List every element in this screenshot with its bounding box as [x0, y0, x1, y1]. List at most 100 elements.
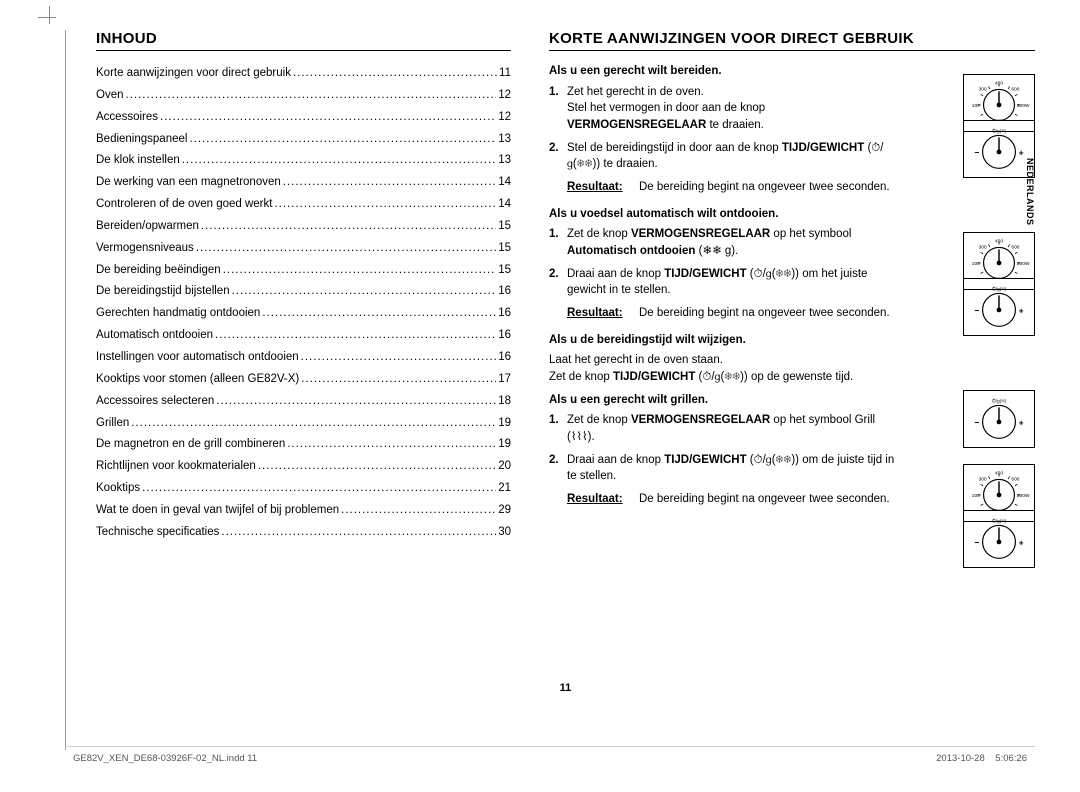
toc-page: 15	[498, 216, 511, 238]
instruction-step: 2.Draai aan de knop TIJD/GEWICHT (⏱/𝗀(❄❄…	[549, 452, 904, 485]
toc-page: 15	[498, 238, 511, 260]
toc-label: Accessoires	[96, 107, 158, 129]
svg-text:+: +	[1019, 538, 1024, 548]
toc-label: Technische specificaties	[96, 522, 219, 544]
toc-label: Grillen	[96, 413, 129, 435]
toc-leader-dots: ........................................…	[262, 303, 496, 325]
svg-text:800W: 800W	[1017, 493, 1030, 499]
svg-text:⏱/g(❄): ⏱/g(❄)	[992, 519, 1007, 525]
toc-leader-dots: ........................................…	[131, 413, 496, 435]
time-dial-icon: − + ⏱/g(❄)	[963, 120, 1035, 178]
toc-leader-dots: ........................................…	[215, 325, 496, 347]
instruction-step: 2.Draai aan de knop TIJD/GEWICHT (⏱/𝗀(❄❄…	[549, 266, 904, 299]
step-text: Draai aan de knop TIJD/GEWICHT (⏱/𝗀(❄❄))…	[567, 452, 904, 485]
toc-leader-dots: ........................................…	[283, 172, 496, 194]
toc-row: Bedieningspaneel........................…	[96, 129, 511, 151]
toc-row: Accessoires.............................…	[96, 107, 511, 129]
quickguide-title: KORTE AANWIJZINGEN VOOR DIRECT GEBRUIK	[549, 30, 1035, 51]
toc-row: Bereiden/opwarmen.......................…	[96, 216, 511, 238]
footer-timestamp: 2013-10-28 5:06:26	[936, 753, 1027, 764]
toc-leader-dots: ........................................…	[223, 260, 497, 282]
toc-page: 29	[498, 500, 511, 522]
svg-text:600: 600	[1011, 244, 1019, 250]
toc-page: 12	[498, 107, 511, 129]
toc-row: Technische specificaties................…	[96, 522, 511, 544]
toc-page: 15	[498, 260, 511, 282]
step-number: 1.	[549, 84, 567, 134]
step-text: Zet de knop VERMOGENSREGELAAR op het sym…	[567, 412, 904, 445]
svg-text:450: 450	[995, 239, 1003, 245]
toc-label: Controleren of de oven goed werkt	[96, 194, 272, 216]
toc-leader-dots: ........................................…	[142, 478, 496, 500]
toc-label: Kooktips voor stomen (alleen GE82V-X)	[96, 369, 299, 391]
toc-page: 11	[499, 63, 511, 85]
svg-text:100: 100	[972, 493, 980, 499]
svg-text:⏱/g(❄): ⏱/g(❄)	[992, 287, 1007, 293]
toc-page: 14	[498, 194, 511, 216]
time-dial-icon: − + ⏱/g(❄)	[963, 510, 1035, 568]
toc-label: De klok instellen	[96, 150, 180, 172]
toc-label: Accessoires selecteren	[96, 391, 214, 413]
instruction-step: 1.Zet het gerecht in de oven.Stel het ve…	[549, 84, 904, 134]
svg-text:⏱/g(❄): ⏱/g(❄)	[992, 399, 1007, 405]
result-label: Resultaat:	[567, 305, 639, 322]
toc-page: 13	[498, 150, 511, 172]
result-label: Resultaat:	[567, 491, 639, 508]
toc-page: 17	[498, 369, 511, 391]
toc-page: 16	[498, 325, 511, 347]
print-footer: GE82V_XEN_DE68-03926F-02_NL.indd 11 2013…	[65, 746, 1035, 764]
toc-label: Bereiden/opwarmen	[96, 216, 199, 238]
toc-page: 16	[498, 281, 511, 303]
svg-text:300: 300	[979, 476, 987, 482]
toc-leader-dots: ........................................…	[301, 347, 497, 369]
page-container: INHOUD Korte aanwijzingen voor direct ge…	[65, 30, 1035, 750]
svg-text:450: 450	[995, 471, 1003, 477]
result-text: De bereiding begint na ongeveer twee sec…	[639, 305, 904, 322]
toc-row: Grillen.................................…	[96, 413, 511, 435]
instruction-step: 1.Zet de knop VERMOGENSREGELAAR op het s…	[549, 412, 904, 445]
toc-row: Automatisch ontdooien...................…	[96, 325, 511, 347]
time-dial-icon: − + ⏱/g(❄)	[963, 278, 1035, 336]
toc-row: De werking van een magnetronoven........…	[96, 172, 511, 194]
toc-row: De magnetron en de grill combineren.....…	[96, 434, 511, 456]
step-text: Zet de knop VERMOGENSREGELAAR op het sym…	[567, 226, 904, 259]
toc-row: Wat te doen in geval van twijfel of bij …	[96, 500, 511, 522]
step-text: Stel de bereidingstijd in door aan de kn…	[567, 140, 904, 173]
toc-leader-dots: ........................................…	[201, 216, 496, 238]
step-number: 1.	[549, 412, 567, 445]
toc-label: Richtlijnen voor kookmaterialen	[96, 456, 256, 478]
result-text: De bereiding begint na ongeveer twee sec…	[639, 179, 904, 196]
toc-page: 19	[498, 413, 511, 435]
footer-filename: GE82V_XEN_DE68-03926F-02_NL.indd 11	[73, 753, 257, 764]
toc-row: Controleren of de oven goed werkt.......…	[96, 194, 511, 216]
svg-text:−: −	[974, 148, 979, 158]
toc-row: Richtlijnen voor kookmaterialen.........…	[96, 456, 511, 478]
toc-row: Korte aanwijzingen voor direct gebruik..…	[96, 63, 511, 85]
step-number: 2.	[549, 452, 567, 485]
step-text: Zet het gerecht in de oven.Stel het verm…	[567, 84, 904, 134]
toc-page: 16	[498, 347, 511, 369]
toc-column: INHOUD Korte aanwijzingen voor direct ge…	[96, 30, 511, 670]
toc-title: INHOUD	[96, 30, 511, 51]
toc-page: 12	[498, 85, 511, 107]
svg-text:+: +	[1019, 418, 1024, 428]
step-text: Draai aan de knop TIJD/GEWICHT (⏱/𝗀(❄❄))…	[567, 266, 904, 299]
svg-text:100: 100	[972, 261, 980, 267]
svg-text:800W: 800W	[1017, 103, 1030, 109]
result-row: Resultaat:De bereiding begint na ongevee…	[567, 179, 904, 196]
toc-leader-dots: ........................................…	[216, 391, 496, 413]
toc-label: Vermogensniveaus	[96, 238, 194, 260]
svg-text:⏱/g(❄): ⏱/g(❄)	[992, 129, 1007, 135]
toc-leader-dots: ........................................…	[232, 281, 497, 303]
toc-row: Accessoires selecteren..................…	[96, 391, 511, 413]
toc-leader-dots: ........................................…	[196, 238, 496, 260]
instruction-step: 1.Zet de knop VERMOGENSREGELAAR op het s…	[549, 226, 904, 259]
svg-text:−: −	[974, 306, 979, 316]
instruction-text: Laat het gerecht in de oven staan.Zet de…	[549, 352, 904, 385]
svg-text:600: 600	[1011, 476, 1019, 482]
toc-label: Automatisch ontdooien	[96, 325, 213, 347]
toc-leader-dots: ........................................…	[274, 194, 496, 216]
toc-row: De bereidingstijd bijstellen............…	[96, 281, 511, 303]
svg-text:+: +	[1019, 306, 1024, 316]
step-number: 2.	[549, 266, 567, 299]
